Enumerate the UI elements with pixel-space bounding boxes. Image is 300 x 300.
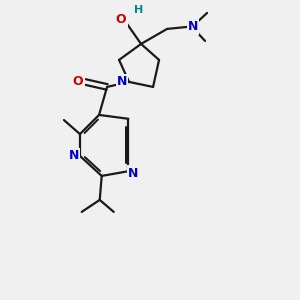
Text: O: O <box>116 14 126 26</box>
Text: N: N <box>117 75 127 88</box>
Text: H: H <box>134 5 144 15</box>
Text: N: N <box>69 149 79 162</box>
Text: N: N <box>188 20 198 33</box>
Text: N: N <box>128 167 139 180</box>
Text: O: O <box>73 75 83 88</box>
